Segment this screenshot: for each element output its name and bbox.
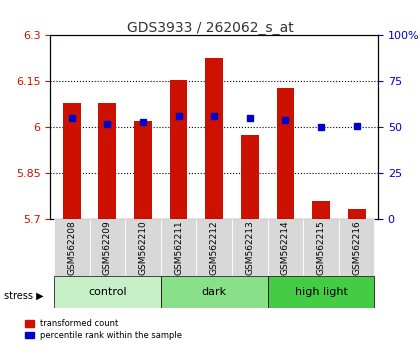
FancyBboxPatch shape: [125, 219, 161, 276]
Bar: [134, 121, 152, 219]
FancyBboxPatch shape: [54, 276, 161, 308]
FancyBboxPatch shape: [232, 219, 268, 276]
Bar: [205, 58, 223, 219]
FancyBboxPatch shape: [303, 219, 339, 276]
Text: GSM562215: GSM562215: [317, 221, 326, 275]
Text: GSM562208: GSM562208: [67, 221, 76, 275]
Bar: [276, 87, 294, 219]
Text: stress ▶: stress ▶: [4, 291, 44, 301]
Legend: transformed count, percentile rank within the sample: transformed count, percentile rank withi…: [25, 319, 182, 340]
FancyBboxPatch shape: [268, 219, 303, 276]
Text: GSM562212: GSM562212: [210, 221, 219, 275]
Text: control: control: [88, 287, 127, 297]
Text: GSM562216: GSM562216: [352, 221, 361, 275]
Text: GDS3933 / 262062_s_at: GDS3933 / 262062_s_at: [126, 21, 294, 35]
Bar: [98, 103, 116, 219]
FancyBboxPatch shape: [161, 276, 268, 308]
Text: GSM562214: GSM562214: [281, 221, 290, 275]
Text: GSM562210: GSM562210: [139, 221, 147, 275]
Bar: [170, 80, 187, 219]
Text: high light: high light: [294, 287, 347, 297]
Bar: [63, 103, 81, 219]
FancyBboxPatch shape: [339, 219, 375, 276]
Text: GSM562213: GSM562213: [245, 221, 254, 275]
Text: dark: dark: [202, 287, 227, 297]
FancyBboxPatch shape: [54, 219, 89, 276]
Text: GSM562209: GSM562209: [103, 221, 112, 275]
FancyBboxPatch shape: [197, 219, 232, 276]
Bar: [348, 209, 365, 219]
Text: GSM562211: GSM562211: [174, 221, 183, 275]
FancyBboxPatch shape: [268, 276, 375, 308]
Bar: [241, 135, 259, 219]
FancyBboxPatch shape: [161, 219, 197, 276]
FancyBboxPatch shape: [89, 219, 125, 276]
Bar: [312, 201, 330, 219]
